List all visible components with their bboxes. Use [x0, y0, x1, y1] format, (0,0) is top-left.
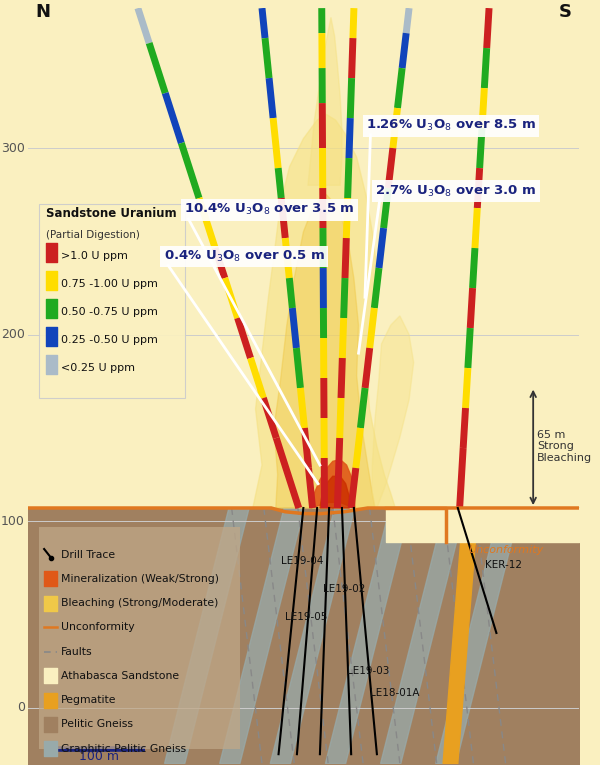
Text: KER-12: KER-12 [485, 560, 523, 570]
Text: LE19-05: LE19-05 [285, 612, 328, 622]
Polygon shape [274, 194, 375, 508]
Text: Faults: Faults [61, 646, 92, 656]
Text: >1.0 U ppm: >1.0 U ppm [61, 251, 128, 261]
Text: Mineralization (Weak/Strong): Mineralization (Weak/Strong) [61, 574, 218, 584]
Text: S: S [559, 4, 572, 21]
Text: 10.4% U$_3$O$_8$ over 3.5 m: 10.4% U$_3$O$_8$ over 3.5 m [184, 202, 355, 217]
Text: Bleaching (Strong/Moderate): Bleaching (Strong/Moderate) [61, 598, 218, 608]
Polygon shape [220, 508, 304, 763]
Polygon shape [325, 508, 410, 763]
Text: 0.50 -0.75 U ppm: 0.50 -0.75 U ppm [61, 307, 158, 317]
Text: LE19-03: LE19-03 [347, 666, 390, 676]
Text: 0.75 -1.00 U ppm: 0.75 -1.00 U ppm [61, 279, 158, 289]
Text: 1.26% U$_3$O$_8$ over 8.5 m: 1.26% U$_3$O$_8$ over 8.5 m [366, 119, 536, 133]
Text: 0.4% U$_3$O$_8$ over 0.5 m: 0.4% U$_3$O$_8$ over 0.5 m [164, 249, 325, 264]
Text: 300: 300 [1, 142, 25, 155]
Text: LE19-04: LE19-04 [281, 556, 323, 566]
Text: 200: 200 [1, 328, 25, 341]
Polygon shape [164, 508, 249, 763]
Polygon shape [380, 508, 465, 763]
Text: 100: 100 [1, 515, 25, 528]
Text: Graphitic Pelitic Gneiss: Graphitic Pelitic Gneiss [61, 744, 186, 754]
Text: Unconformity: Unconformity [469, 545, 544, 555]
FancyBboxPatch shape [38, 526, 240, 749]
Polygon shape [253, 115, 395, 508]
Text: 0: 0 [17, 701, 25, 714]
Polygon shape [311, 460, 355, 508]
Text: Pegmatite: Pegmatite [61, 695, 116, 705]
Text: <0.25 U ppm: <0.25 U ppm [61, 363, 134, 373]
Text: Athabasca Sandstone: Athabasca Sandstone [61, 671, 179, 681]
Polygon shape [373, 316, 413, 508]
Polygon shape [443, 508, 478, 763]
Text: N: N [35, 4, 50, 21]
Text: 0.25 -0.50 U ppm: 0.25 -0.50 U ppm [61, 335, 158, 345]
Text: LE19-02: LE19-02 [323, 584, 365, 594]
Polygon shape [308, 18, 342, 185]
Text: 65 m
Strong
Bleaching: 65 m Strong Bleaching [537, 430, 592, 463]
Polygon shape [270, 508, 355, 763]
Text: Drill Trace: Drill Trace [61, 549, 115, 560]
Text: 100 m: 100 m [79, 750, 119, 763]
Text: (Partial Digestion): (Partial Digestion) [46, 230, 140, 239]
Text: Sandstone Uranium: Sandstone Uranium [46, 207, 176, 220]
Polygon shape [320, 477, 349, 508]
Text: Pelitic Gneiss: Pelitic Gneiss [61, 719, 133, 729]
FancyBboxPatch shape [38, 204, 185, 398]
Polygon shape [436, 508, 520, 763]
Text: LE18-01A: LE18-01A [370, 688, 419, 698]
Text: 2.7% U$_3$O$_8$ over 3.0 m: 2.7% U$_3$O$_8$ over 3.0 m [375, 184, 536, 199]
Text: Unconformity: Unconformity [61, 623, 134, 633]
